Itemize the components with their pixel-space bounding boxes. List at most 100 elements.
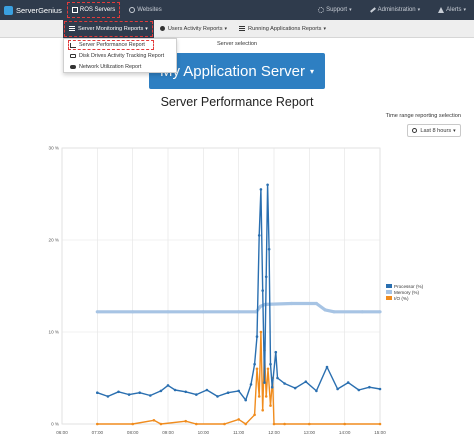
page-title: Server Performance Report [160,95,314,109]
processor-point [283,382,286,385]
legend-processor[interactable]: Processor (%) [386,283,423,289]
server-select-value: My Application Server [159,62,306,80]
tab-users-activity-label: Users Activity Reports [167,25,223,32]
processor-point [378,387,382,391]
processor-point [159,389,163,393]
io-point [152,419,156,422]
menu-item-network-utilization[interactable]: Network Utilization Report [64,62,176,72]
nav-websites[interactable]: Websites [125,3,166,17]
io-point [259,330,263,334]
memory-point [237,310,241,314]
io-point [237,418,240,421]
brand[interactable]: ServerGenius [4,5,62,15]
processor-point [346,381,350,384]
y-tick-label: 0 % [51,422,59,427]
nav-administration-label: Administration [377,7,416,13]
chart-legend: Processor (%) Memory (%) I/O (%) [386,283,423,301]
legend-label: I/O (%) [394,295,409,301]
legend-swatch [386,290,392,294]
menu-item-label: Network Utilization Report [79,64,142,70]
io-point [308,422,311,426]
memory-point [360,310,364,314]
legend-io[interactable]: I/O (%) [386,295,423,301]
menu-item-server-performance[interactable]: Server Performance Report [68,40,154,50]
x-tick-label: 14:00 [339,430,351,435]
processor-point [216,395,219,398]
menu-item-label: Server Performance Report [79,42,145,48]
tab-users-activity[interactable]: Users Activity Reports ▾ [154,20,233,38]
server-selection-label: Server selection [216,41,258,47]
globe-icon [129,7,136,13]
processor-point [261,289,264,292]
wrench-icon [369,7,376,13]
io-point [266,367,270,371]
io-series-line [97,331,380,425]
x-tick-label: 15:00 [374,430,386,435]
processor-point [293,386,297,390]
io-point [223,422,226,426]
chevron-down-icon: ▾ [349,7,352,13]
nav-websites-label: Websites [137,7,162,13]
x-tick-label: 09:00 [162,430,174,435]
io-point [261,408,264,412]
server-select-button[interactable]: My Application Server ▾ [149,53,325,89]
chevron-down-icon: ▾ [453,127,456,134]
io-point [244,422,247,426]
user-icon [159,26,165,31]
io-point [269,404,272,407]
plot-area [61,147,381,425]
time-range-select[interactable]: Last 8 hours ▾ [407,124,461,137]
menu-icon [69,26,75,31]
chevron-down-icon: ▾ [417,7,421,13]
memory-point [166,310,170,314]
x-tick-label: 08:00 [127,430,139,435]
processor-point [336,387,339,391]
processor-point [127,393,131,396]
io-point [255,367,259,371]
io-point [159,422,163,426]
menu-item-disk-drives[interactable]: Disk Drives Activity Tracking Report [64,51,176,61]
clock-icon [412,128,418,133]
nav-administration[interactable]: Administration ▾ [366,3,425,17]
menu-item-label: Disk Drives Activity Tracking Report [79,53,165,59]
nav-alerts[interactable]: Alerts ▾ [434,3,470,17]
brand-name: ServerGenius [16,5,62,15]
memory-point [314,301,318,306]
processor-point [276,376,279,380]
io-point [343,422,347,426]
nav-ros-servers-label: ROS Servers [79,7,116,13]
bar-chart-icon [70,42,76,48]
time-range-label: Time range reporting selection [385,113,461,119]
processor-point [315,389,318,393]
processor-point [173,388,177,392]
processor-point [357,388,361,392]
processor-point [259,188,263,191]
server-icon [71,7,78,13]
processor-point [226,391,230,394]
legend-memory[interactable]: Memory (%) [386,289,423,295]
tab-server-monitoring[interactable]: Server Monitoring Reports ▾ [63,19,154,38]
x-tick-label: 10:00 [198,430,210,435]
processor-point [195,393,198,396]
processor-point [244,398,247,402]
chevron-down-icon: ▾ [145,25,148,32]
legend-swatch [386,296,392,300]
processor-point [138,391,141,394]
io-point [283,422,286,426]
processor-point [253,362,256,366]
nav-support-label: Support [326,7,348,13]
gear-icon [318,7,325,13]
nav-support[interactable]: Support ▾ [314,3,356,17]
x-tick-label: 11:00 [233,430,245,435]
processor-point [270,385,274,389]
server-monitoring-dropdown: Server Performance Report Disk Drives Ac… [63,38,177,73]
tab-running-applications[interactable]: Running Applications Reports ▾ [233,20,332,38]
io-point [272,422,276,426]
processor-point [304,380,308,383]
nav-ros-servers[interactable]: ROS Servers [66,2,121,18]
x-tick-label: 06:00 [56,430,68,435]
processor-point [106,395,110,398]
io-point [264,395,268,398]
processor-point [263,381,266,384]
memory-point [201,310,205,314]
